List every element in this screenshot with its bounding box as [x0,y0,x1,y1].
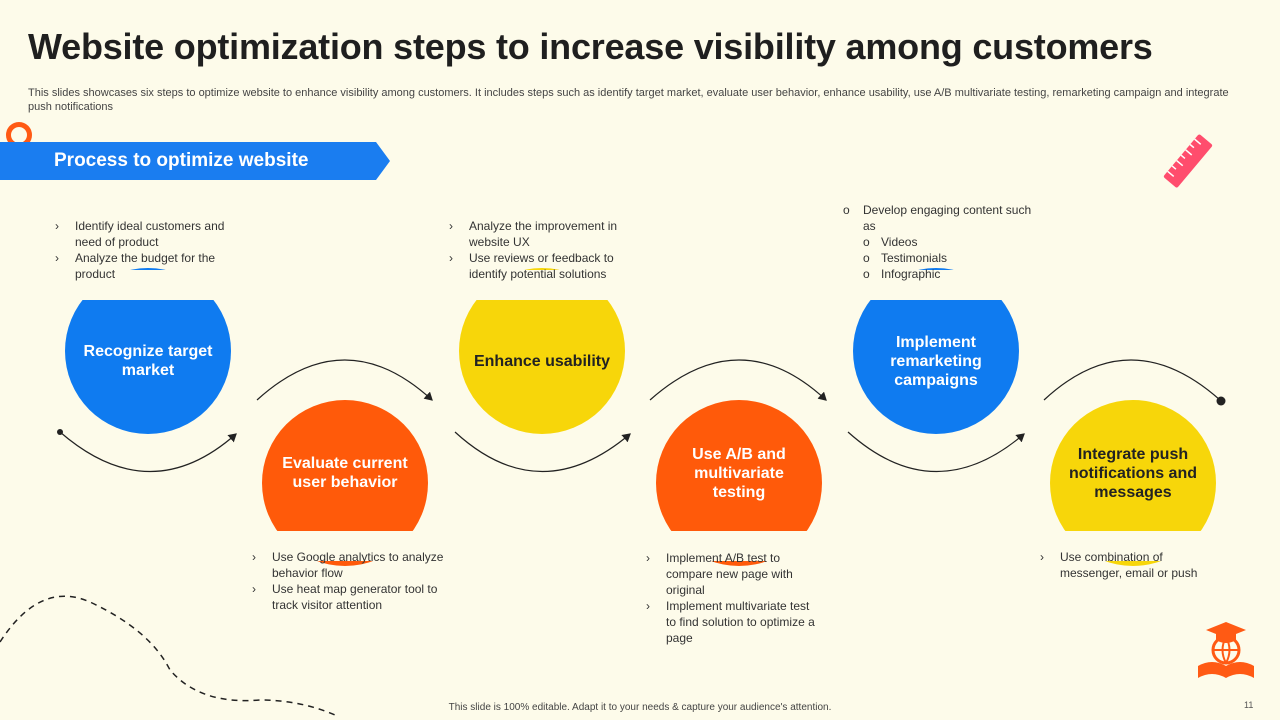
bullet-circle-icon: o [863,251,870,265]
section-banner: Process to optimize website [0,142,390,180]
bullet-arrow-icon: › [55,219,59,233]
bullet-circle-icon: o [863,235,870,249]
bullet-arrow-icon: › [646,551,650,565]
step-label: Enhance usability [473,352,611,370]
list-item: › Use Google analytics to analyze behavio… [252,550,444,580]
list-item: › Implement multivariate test to find sol… [646,599,815,645]
bullet-circle-icon: o [843,203,850,217]
bullet-arrow-icon: › [55,251,59,265]
footer-note: This slide is 100% editable. Adapt it to… [448,702,832,713]
list-item: › Implement A/B test to compare new page … [646,551,793,597]
notes-step4: › Implement A/B test to compare new page … [646,550,816,646]
bullet-circle-icon: o [863,267,870,281]
book-globe-icon [1198,622,1254,678]
step-label: Integrate push notifications and message… [1069,445,1197,501]
list-subitem: o Videos [863,235,918,249]
bullet-arrow-icon: › [252,582,256,596]
list-item: o Develop engaging content such as [843,203,1032,233]
step-label: Recognize target market [83,343,213,379]
list-item: › Use combination of messenger, email or … [1040,550,1198,580]
notes-step5: o Develop engaging content such as o Video… [843,202,1043,282]
list-subitem: o Infographic [863,267,941,281]
page-subtitle: This slides showcases six steps to optim… [28,87,1229,113]
list-subitem: o Testimonials [863,251,948,265]
dashed-curve-decoration [0,595,336,716]
notes-step2: › Use Google analytics to analyze behavio… [252,549,447,613]
list-item: › Use reviews or feedback to identify pot… [449,251,614,281]
step-label: Evaluate current user behavior [282,455,408,491]
list-item: › Analyze the improvement in website UX [449,219,618,249]
bullet-arrow-icon: › [252,550,256,564]
bullet-arrow-icon: › [449,251,453,265]
bullet-arrow-icon: › [1040,550,1044,564]
bullet-arrow-icon: › [449,219,453,233]
bullet-arrow-icon: › [646,599,650,613]
step-label: Use A/B and multivariate testing [692,445,786,501]
list-item: › Identify ideal customers and need of pr… [55,219,225,249]
list-item: › Analyze the budget for the product [55,251,216,281]
notes-step3: › Analyze the improvement in website UX ›… [449,218,649,282]
page-title: Website optimization steps to increase v… [28,26,1153,67]
ruler-icon [1163,134,1213,188]
page-number: 11 [1244,700,1254,710]
banner-title: Process to optimize website [54,150,309,171]
notes-step1: › Identify ideal customers and need of pr… [55,218,240,282]
step-label: Implement remarketing campaigns [890,333,982,389]
notes-step6: › Use combination of messenger, email or … [1040,549,1220,581]
list-item: › Use heat map generator tool to track vi… [252,582,438,612]
